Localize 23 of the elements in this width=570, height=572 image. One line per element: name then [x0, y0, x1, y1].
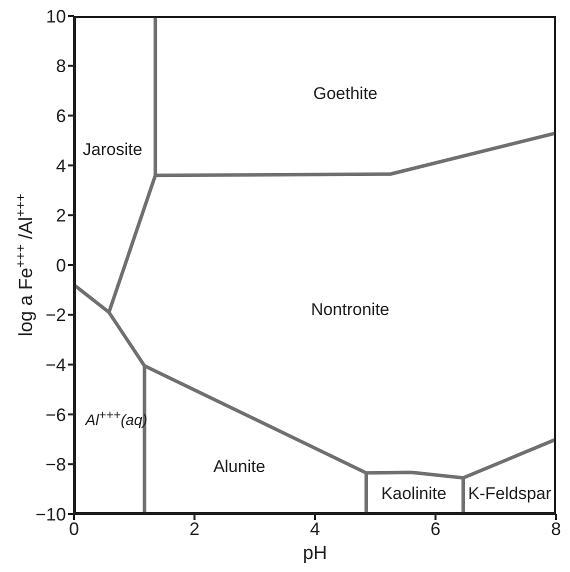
x-tick-label: 4	[310, 518, 320, 539]
x-tick-label: 0	[68, 518, 80, 539]
x-axis-title: pH	[302, 543, 328, 564]
y-tick-label: 4	[56, 156, 66, 176]
annotation: Jarosite	[82, 140, 142, 160]
x-tick-label: 2	[189, 518, 200, 539]
y-tick-label: 0	[56, 255, 66, 276]
y-tick-label: −2	[45, 305, 66, 326]
y-tick-label: 8	[56, 56, 66, 76]
x-tick-label: 6	[430, 518, 441, 539]
y-tick-label: −6	[45, 404, 66, 425]
y-tick-label: 6	[56, 106, 66, 126]
annotation: Kaolinite	[381, 484, 446, 504]
annotation: Nontronite	[310, 300, 390, 320]
y-tick-label: −8	[45, 454, 66, 475]
y-tick-label: 10	[46, 6, 66, 26]
y-tick-label: −4	[45, 354, 66, 375]
x-tick-label: 8	[550, 518, 562, 539]
y-tick-label: −10	[35, 504, 66, 524]
annotation: K-Feldspar	[468, 484, 552, 504]
annotation: Alunite	[213, 456, 266, 477]
y-tick-label: 2	[56, 206, 66, 226]
annotation: Goethite	[313, 83, 378, 104]
